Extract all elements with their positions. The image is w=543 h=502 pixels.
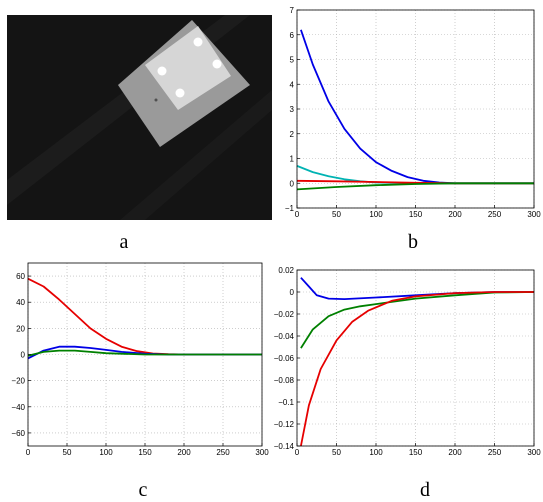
y-tick-label: −0.12 — [274, 420, 295, 429]
x-tick-label: 150 — [409, 210, 423, 219]
y-tick-label: 5 — [290, 56, 295, 65]
y-tick-label: −1 — [285, 204, 295, 213]
photo-marker — [212, 59, 222, 69]
x-tick-label: 100 — [369, 210, 383, 219]
y-tick-label: 20 — [16, 324, 25, 333]
series-line — [300, 29, 534, 185]
y-tick-label: −40 — [11, 403, 25, 412]
x-tick-label: 0 — [26, 448, 31, 457]
x-tick-label: 100 — [369, 448, 383, 457]
y-tick-label: 1 — [290, 155, 295, 164]
x-tick-label: 250 — [488, 210, 502, 219]
x-tick-label: 100 — [99, 448, 113, 457]
panel-label-c: c — [139, 479, 148, 501]
y-tick-label: 2 — [290, 130, 295, 139]
photo-panel — [7, 15, 272, 220]
y-tick-label: 0.02 — [278, 266, 294, 275]
y-tick-label: −60 — [11, 429, 25, 438]
y-tick-label: −20 — [11, 377, 25, 386]
y-tick-label: −0.1 — [278, 398, 294, 407]
photo-marker-patch — [145, 26, 231, 110]
photo-diagonal-edge-2 — [120, 90, 272, 220]
series-line — [300, 291, 534, 447]
series-line — [300, 291, 535, 349]
x-tick-label: 0 — [295, 210, 300, 219]
chart-c: 0 50 100 150 200 250 300 −60 −40 −20 0 20 40 60 — [11, 262, 269, 457]
y-tick-label: 0 — [290, 179, 295, 188]
y-tick-label: 4 — [290, 80, 295, 89]
x-tick-label: 150 — [409, 448, 423, 457]
photo-marker — [193, 37, 203, 47]
x-tick-label: 50 — [63, 448, 72, 457]
y-tick-label: 60 — [16, 272, 25, 281]
x-tick-label: 300 — [527, 448, 541, 457]
y-tick-label: 7 — [290, 6, 295, 15]
series-line — [27, 349, 262, 357]
y-tick-label: 6 — [290, 31, 295, 40]
x-tick-label: 200 — [448, 448, 462, 457]
y-tick-label: −0.02 — [274, 310, 295, 319]
photo-marker — [175, 88, 185, 98]
y-tick-label: 40 — [16, 298, 25, 307]
y-tick-label: 3 — [290, 105, 295, 114]
panel-label-a: a — [120, 231, 129, 253]
y-tick-label: −0.06 — [274, 354, 295, 363]
x-tick-label: 150 — [138, 448, 152, 457]
y-tick-label: −0.04 — [274, 332, 295, 341]
x-tick-label: 200 — [448, 210, 462, 219]
y-tick-label: 0 — [21, 351, 26, 360]
photo-marker — [157, 66, 167, 76]
x-tick-label: 300 — [527, 210, 541, 219]
y-tick-label: −0.08 — [274, 376, 295, 385]
y-tick-label: 0 — [290, 288, 295, 297]
x-tick-label: 50 — [332, 448, 341, 457]
x-tick-label: 200 — [177, 448, 191, 457]
panel-label-b: b — [408, 231, 418, 253]
photo-background — [7, 15, 272, 220]
chart-d: 0 50 100 150 200 250 300 0.02 0 −0.02 −0.04 −0.06 −0… — [274, 266, 541, 457]
series-line — [296, 182, 534, 191]
x-tick-label: 50 — [332, 210, 341, 219]
y-tick-label: −0.14 — [274, 442, 295, 451]
x-tick-label: 250 — [488, 448, 502, 457]
x-tick-label: 250 — [216, 448, 230, 457]
x-tick-label: 0 — [295, 448, 300, 457]
x-tick-label: 300 — [255, 448, 269, 457]
panel-label-d: d — [420, 479, 430, 501]
photo-speck — [154, 98, 158, 102]
